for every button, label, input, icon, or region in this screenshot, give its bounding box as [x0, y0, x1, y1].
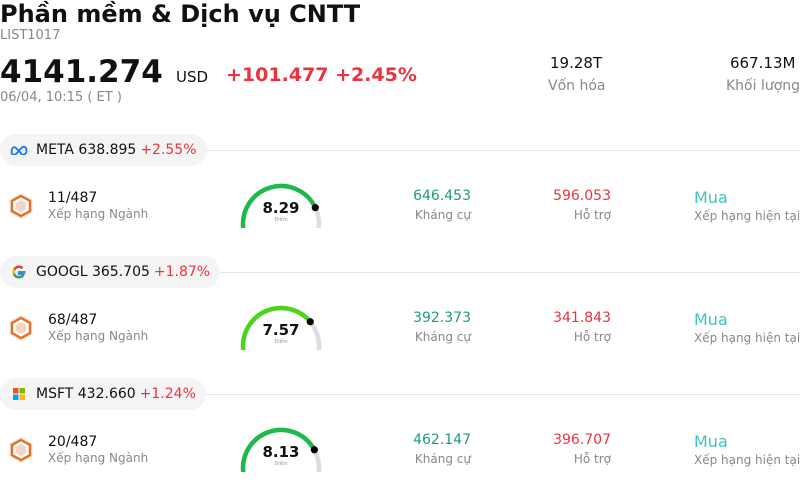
stock-pill[interactable]: META 638.895 +2.55% [0, 134, 207, 166]
stock-change-pct: +1.24% [139, 386, 196, 402]
resistance-label: Kháng cự [414, 208, 471, 222]
stock-symbol-price: META 638.895 [36, 142, 137, 158]
stock-symbol-price: GOOGL 365.705 [36, 264, 150, 280]
volume-value: 667.13M [730, 54, 796, 72]
volume-label: Khối lượng [726, 78, 800, 94]
score-label: Điểm [274, 217, 288, 223]
resistance-label: Kháng cự [414, 452, 471, 466]
industry-rank-value: 11/487 [48, 190, 98, 206]
resistance-value: 462.147 [413, 432, 471, 448]
current-rating-label: Xếp hạng hiện tại [694, 331, 800, 345]
currency-label: USD [176, 68, 209, 86]
industry-rank-label: Xếp hạng Ngành [48, 451, 149, 465]
current-rating-value: Mua [694, 432, 728, 451]
timestamp: 06/04, 10:15 ( ET ) [0, 90, 122, 105]
resistance-value: 646.453 [413, 188, 471, 204]
market-cap-label: Vốn hóa [548, 78, 606, 94]
support-value: 596.053 [553, 188, 611, 204]
section-divider [0, 394, 800, 395]
stock-symbol-price: MSFT 432.660 [36, 386, 136, 402]
stock-section: META 638.895 +2.55% 11/487 Xếp hạng Ngàn… [0, 134, 800, 256]
support-label: Hỗ trợ [573, 452, 611, 466]
score-value: 8.29 [262, 199, 300, 217]
price-change: +101.477 +2.45% [226, 64, 417, 86]
industry-rank-label: Xếp hạng Ngành [48, 329, 149, 343]
meta-logo-icon [10, 143, 28, 157]
industry-rank-value: 20/487 [48, 434, 98, 450]
resistance-label: Kháng cự [414, 330, 471, 344]
industry-rank-icon [9, 315, 33, 341]
index-price: 4141.274 [0, 54, 163, 90]
section-divider [0, 272, 800, 273]
current-rating-value: Mua [694, 310, 728, 329]
section-divider [0, 150, 800, 151]
stock-change-pct: +2.55% [140, 142, 197, 158]
industry-rank-icon [9, 437, 33, 463]
support-value: 396.707 [553, 432, 611, 448]
page-title: Phần mềm & Dịch vụ CNTT [0, 0, 361, 28]
support-label: Hỗ trợ [573, 208, 611, 222]
current-rating-label: Xếp hạng hiện tại [694, 209, 800, 223]
score-gauge [240, 427, 322, 472]
support-label: Hỗ trợ [573, 330, 611, 344]
current-rating-label: Xếp hạng hiện tại [694, 453, 800, 467]
industry-rank-label: Xếp hạng Ngành [48, 207, 149, 221]
score-gauge [240, 305, 322, 350]
stock-pill[interactable]: GOOGL 365.705 +1.87% [0, 256, 221, 288]
google-logo-icon [10, 265, 28, 279]
industry-rank-icon [9, 193, 33, 219]
score-value: 7.57 [262, 321, 300, 339]
support-value: 341.843 [553, 310, 611, 326]
score-gauge [240, 183, 322, 228]
stock-section: MSFT 432.660 +1.24% 20/487 Xếp hạng Ngàn… [0, 378, 800, 488]
score-label: Điểm [274, 339, 288, 345]
stock-pill[interactable]: MSFT 432.660 +1.24% [0, 378, 206, 410]
stock-change-pct: +1.87% [153, 264, 211, 280]
market-cap-value: 19.28T [550, 54, 603, 72]
current-rating-value: Mua [694, 188, 728, 207]
stock-section: GOOGL 365.705 +1.87% 68/487 Xếp hạng Ngà… [0, 256, 800, 378]
microsoft-logo-icon [10, 387, 28, 401]
score-value: 8.13 [262, 443, 300, 461]
resistance-value: 392.373 [413, 310, 471, 326]
score-label: Điểm [274, 461, 288, 467]
industry-rank-value: 68/487 [48, 312, 98, 328]
index-code: LIST1017 [0, 28, 61, 43]
